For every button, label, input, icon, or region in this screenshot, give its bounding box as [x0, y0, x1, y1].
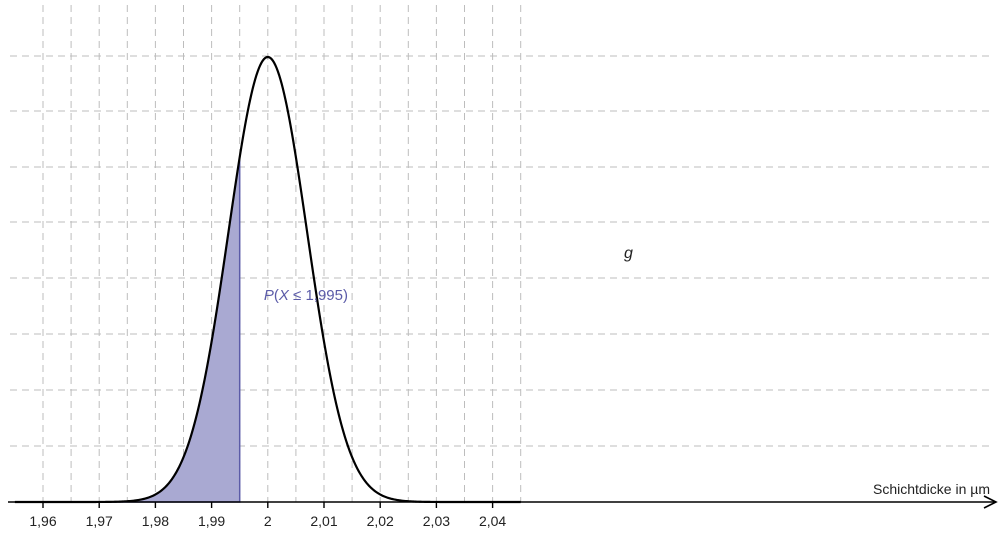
x-axis-arrow — [983, 495, 998, 509]
x-tick-label: 2,03 — [423, 513, 450, 529]
x-tick-label: 1,96 — [29, 513, 56, 529]
x-tick-label: 2,02 — [367, 513, 394, 529]
horizontal-gridlines — [10, 55, 990, 447]
x-tick-label: 2,04 — [479, 513, 506, 529]
x-tick-label: 2 — [264, 513, 272, 529]
area-label: P(X ≤ 1,995) — [264, 287, 348, 304]
curve-label: g — [624, 245, 633, 262]
x-tick-labels: 1,96 1,97 1,98 1,99 2 2,01 2,02 2,03 2,04 — [29, 513, 506, 529]
x-tick-label: 1,98 — [142, 513, 169, 529]
x-tick-label: 1,99 — [198, 513, 225, 529]
x-tick-label: 2,01 — [310, 513, 337, 529]
vertical-gridlines — [42, 5, 522, 502]
density-curve — [14, 55, 521, 504]
x-ticks — [42, 502, 494, 508]
x-tick-label: 1,97 — [86, 513, 113, 529]
x-axis-title: Schichtdicke in µm — [873, 481, 990, 497]
